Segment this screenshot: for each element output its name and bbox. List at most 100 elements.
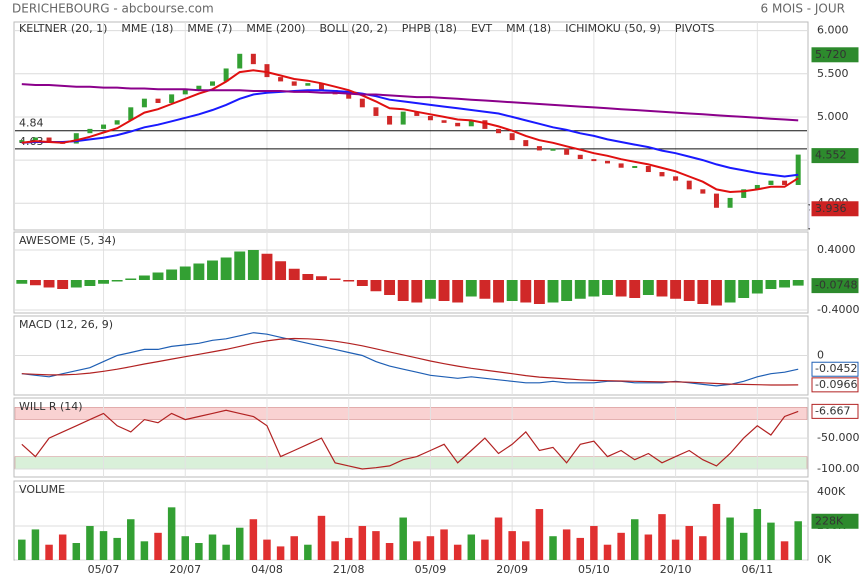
bar <box>699 536 707 560</box>
bar <box>670 280 682 299</box>
bar <box>697 280 709 304</box>
bar <box>195 543 203 560</box>
legend-item: PHPB (18) <box>402 22 457 35</box>
bar <box>385 543 394 560</box>
bar <box>125 278 137 280</box>
bar <box>84 280 96 286</box>
bar <box>494 517 503 560</box>
x-tick-label: 05/09 <box>415 563 447 576</box>
value-box <box>811 47 859 63</box>
candle <box>291 81 297 86</box>
candle <box>414 111 420 116</box>
value-label: 228K <box>815 514 844 527</box>
bar <box>384 280 396 295</box>
candle <box>591 159 597 162</box>
bar <box>261 253 273 280</box>
y-tick-label: 5.500 <box>817 67 849 80</box>
value-label: -0.0452 <box>815 362 857 375</box>
bar <box>562 529 571 560</box>
candle <box>496 128 502 134</box>
y-tick-label: -50.000 <box>817 431 859 444</box>
candle <box>605 160 610 164</box>
x-tick-label: 21/08 <box>333 563 365 576</box>
bar <box>166 269 178 280</box>
candle <box>482 120 488 129</box>
bar <box>343 280 355 282</box>
series-line <box>21 69 799 194</box>
value-label: -0.0966 <box>815 378 857 391</box>
legend-item: MME (18) <box>121 22 173 35</box>
bar <box>615 280 627 297</box>
bar <box>304 544 312 560</box>
bar <box>302 274 314 280</box>
panel: 4.0004.5005.0005.5006.0004.844.63KELTNER… <box>13 21 859 231</box>
candle <box>741 189 747 198</box>
bar <box>467 534 476 560</box>
bar <box>685 526 693 560</box>
bar <box>208 534 217 560</box>
bar <box>424 280 436 299</box>
series-line <box>21 83 799 122</box>
bar <box>522 541 530 560</box>
bar <box>113 537 121 560</box>
panel: 0 MACD (12, 26, 9) -0.0452 -0.0966 <box>13 315 859 396</box>
bar <box>329 278 341 280</box>
bar <box>43 280 55 288</box>
bar <box>533 280 545 304</box>
legend-item: MM (18) <box>506 22 551 35</box>
bar <box>603 544 612 560</box>
bar <box>767 522 775 560</box>
bar <box>726 517 734 560</box>
bar <box>344 537 353 560</box>
bar <box>753 509 762 560</box>
y-tick-label: 6.000 <box>817 24 849 37</box>
value-box <box>811 377 859 393</box>
bar <box>275 261 287 280</box>
series-line <box>21 409 799 470</box>
bar <box>234 251 246 280</box>
candle <box>32 137 38 141</box>
panel: 0.4000 -0.4000 AWESOME (5, 34) -0.0748 <box>13 231 859 316</box>
bar <box>18 539 26 560</box>
candle <box>46 137 52 142</box>
candle <box>754 184 760 190</box>
candle <box>727 197 733 208</box>
bar <box>167 507 176 560</box>
panel: 0K200K400KVOLUME228K <box>13 480 859 566</box>
bar <box>316 276 327 280</box>
bar <box>779 280 791 288</box>
bar <box>317 515 326 560</box>
bar <box>493 280 504 303</box>
value-label: 4.552 <box>815 149 847 162</box>
candle <box>618 163 624 168</box>
chart-title: DERICHEBOURG - abcbourse.com <box>12 2 214 16</box>
value-label: 3.936 <box>815 202 847 215</box>
bar <box>588 280 600 297</box>
bar <box>16 280 28 284</box>
bar <box>794 521 802 560</box>
legend-item: BOLL (20, 2) <box>319 22 387 35</box>
bar <box>98 280 109 284</box>
bar <box>370 280 382 292</box>
bar <box>738 280 750 298</box>
candle <box>455 122 461 127</box>
value-label: -0.0748 <box>815 279 857 292</box>
bar <box>739 532 748 560</box>
bar <box>207 260 218 280</box>
bar <box>45 544 53 560</box>
candle <box>305 83 311 86</box>
bar <box>765 280 777 289</box>
candle <box>264 64 270 78</box>
candle <box>700 189 706 194</box>
bar <box>658 514 666 560</box>
y-tick-label: 5.000 <box>817 110 849 123</box>
candle <box>19 140 25 143</box>
candle <box>169 94 175 103</box>
candle <box>373 107 379 116</box>
bar <box>520 280 532 303</box>
panel-frame <box>13 21 809 231</box>
x-tick-label: 06/11 <box>741 563 773 576</box>
zone <box>14 407 808 420</box>
bar <box>481 539 489 560</box>
candle <box>659 172 665 177</box>
